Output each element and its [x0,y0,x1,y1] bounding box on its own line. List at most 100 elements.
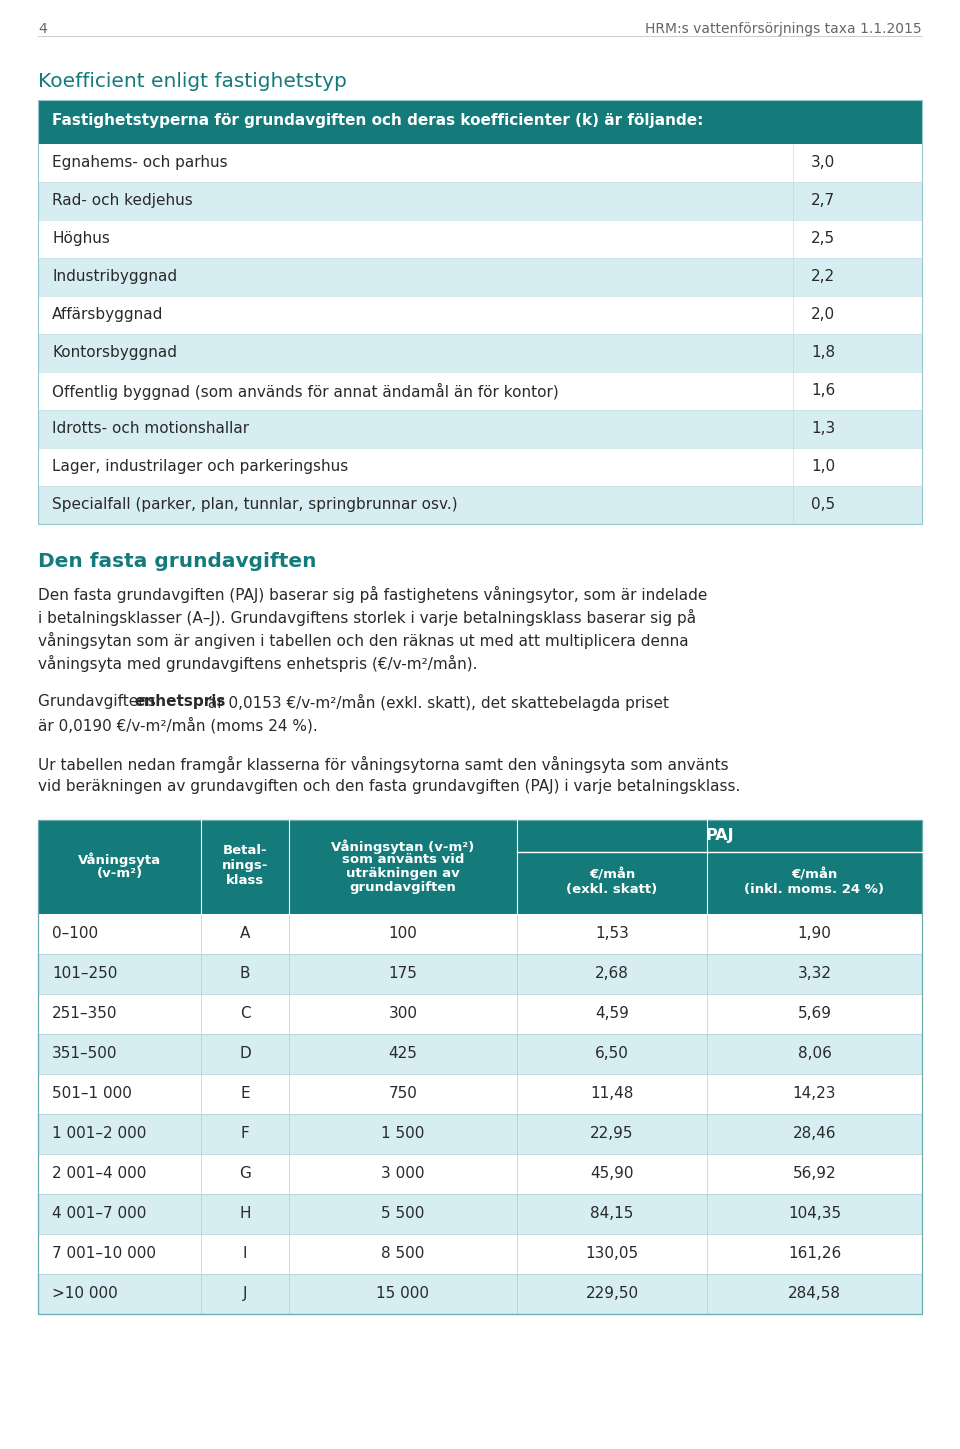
Text: HRM:s vattenförsörjnings taxa 1.1.2015: HRM:s vattenförsörjnings taxa 1.1.2015 [645,22,922,36]
Text: Specialfall (parker, plan, tunnlar, springbrunnar osv.): Specialfall (parker, plan, tunnlar, spri… [52,497,458,511]
Text: Industribyggnad: Industribyggnad [52,270,178,284]
Bar [38,1114,922,1153]
Text: A: A [240,926,251,940]
Text: 3,32: 3,32 [798,966,831,981]
Text: (exkl. skatt): (exkl. skatt) [566,882,658,895]
Text: 8 500: 8 500 [381,1246,424,1261]
Bar [38,820,922,1314]
Text: Betal-: Betal- [223,845,267,858]
Text: Våningsytan (v-m²): Våningsytan (v-m²) [331,839,474,853]
Text: 4,59: 4,59 [595,1006,629,1022]
Text: 104,35: 104,35 [788,1206,841,1222]
Text: 300: 300 [389,1006,418,1022]
Text: Den fasta grundavgiften (PAJ) baserar sig på fastighetens våningsytor, som är in: Den fasta grundavgiften (PAJ) baserar si… [38,585,708,603]
Bar [38,183,922,220]
Text: 101–250: 101–250 [52,966,117,981]
Text: som använts vid: som använts vid [342,853,465,867]
Text: G: G [239,1166,251,1181]
Bar [38,820,922,914]
Text: Höghus: Höghus [52,230,109,246]
Text: Idrotts- och motionshallar: Idrotts- och motionshallar [52,422,250,436]
Text: 2,68: 2,68 [595,966,629,981]
Text: Egnahems- och parhus: Egnahems- och parhus [52,155,228,170]
Text: våningsytan som är angiven i tabellen och den räknas ut med att multiplicera den: våningsytan som är angiven i tabellen oc… [38,632,688,649]
Text: 3,0: 3,0 [811,155,835,170]
Bar [38,258,922,296]
Text: 2,7: 2,7 [811,193,835,209]
Text: C: C [240,1006,251,1022]
Text: 1,0: 1,0 [811,459,835,474]
Text: 100: 100 [389,926,418,940]
Bar [38,410,922,448]
Text: 1,3: 1,3 [811,422,835,436]
Text: 5 500: 5 500 [381,1206,424,1222]
Text: klass: klass [226,875,264,887]
Text: 351–500: 351–500 [52,1046,117,1061]
Text: Offentlig byggnad (som används för annat ändamål än för kontor): Offentlig byggnad (som används för annat… [52,383,559,400]
Bar [38,100,922,525]
Text: Våningsyta: Våningsyta [78,852,161,867]
Text: €/mån: €/mån [791,868,838,881]
Text: Affärsbyggnad: Affärsbyggnad [52,307,163,322]
Text: 15 000: 15 000 [376,1287,429,1301]
Text: Rad- och kedjehus: Rad- och kedjehus [52,193,193,209]
Bar [38,1153,922,1194]
Text: 1 500: 1 500 [381,1126,424,1140]
Text: 1,53: 1,53 [595,926,629,940]
Text: 8,06: 8,06 [798,1046,831,1061]
Text: 6,50: 6,50 [595,1046,629,1061]
Text: 161,26: 161,26 [788,1246,841,1261]
Text: 0,5: 0,5 [811,497,835,511]
Text: 1 001–2 000: 1 001–2 000 [52,1126,146,1140]
Text: 22,95: 22,95 [590,1126,634,1140]
Bar [38,1194,922,1235]
Text: är 0,0190 €/v-m²/mån (moms 24 %).: är 0,0190 €/v-m²/mån (moms 24 %). [38,717,318,733]
Text: 2,5: 2,5 [811,230,835,246]
Text: F: F [241,1126,250,1140]
Text: 750: 750 [389,1085,418,1101]
Text: 425: 425 [389,1046,418,1061]
Text: 1,8: 1,8 [811,345,835,359]
Text: 2,0: 2,0 [811,307,835,322]
Text: 0–100: 0–100 [52,926,98,940]
Text: Kontorsbyggnad: Kontorsbyggnad [52,345,177,359]
Bar [38,914,922,953]
Text: nings-: nings- [222,859,268,872]
Text: 5,69: 5,69 [798,1006,831,1022]
Text: Lager, industrilager och parkeringshus: Lager, industrilager och parkeringshus [52,459,348,474]
Text: 7 001–10 000: 7 001–10 000 [52,1246,156,1261]
Text: >10 000: >10 000 [52,1287,118,1301]
Text: uträkningen av: uträkningen av [347,867,460,880]
Bar [38,296,922,335]
Text: 2,2: 2,2 [811,270,835,284]
Bar [38,485,922,525]
Text: (v-m²): (v-m²) [96,867,143,880]
Text: 11,48: 11,48 [590,1085,634,1101]
Bar [38,1035,922,1074]
Text: 501–1 000: 501–1 000 [52,1085,132,1101]
Text: 1,6: 1,6 [811,383,835,398]
Text: Fastighetstyperna för grundavgiften och deras koefficienter (k) är följande:: Fastighetstyperna för grundavgiften och … [52,113,704,128]
Text: I: I [243,1246,248,1261]
Text: 4 001–7 000: 4 001–7 000 [52,1206,146,1222]
Text: 84,15: 84,15 [590,1206,634,1222]
Text: i betalningsklasser (A–J). Grundavgiftens storlek i varje betalningsklass basera: i betalningsklasser (A–J). Grundavgiften… [38,609,696,626]
Bar [38,994,922,1035]
Text: 251–350: 251–350 [52,1006,117,1022]
Bar [38,953,922,994]
Bar [38,372,922,410]
Bar [38,448,922,485]
Text: 2 001–4 000: 2 001–4 000 [52,1166,146,1181]
Bar [38,1235,922,1274]
Text: Den fasta grundavgiften: Den fasta grundavgiften [38,552,317,571]
Text: €/mån: €/mån [588,868,636,881]
Bar [38,1074,922,1114]
Text: grundavgiften: grundavgiften [349,881,456,894]
Text: Koefficient enligt fastighetstyp: Koefficient enligt fastighetstyp [38,72,347,91]
Bar [38,335,922,372]
Text: 14,23: 14,23 [793,1085,836,1101]
Text: J: J [243,1287,248,1301]
Text: våningsyta med grundavgiftens enhetspris (€/v-m²/mån).: våningsyta med grundavgiftens enhetspris… [38,655,477,672]
Text: 130,05: 130,05 [586,1246,638,1261]
Text: Grundavgiftens: Grundavgiftens [38,694,160,709]
